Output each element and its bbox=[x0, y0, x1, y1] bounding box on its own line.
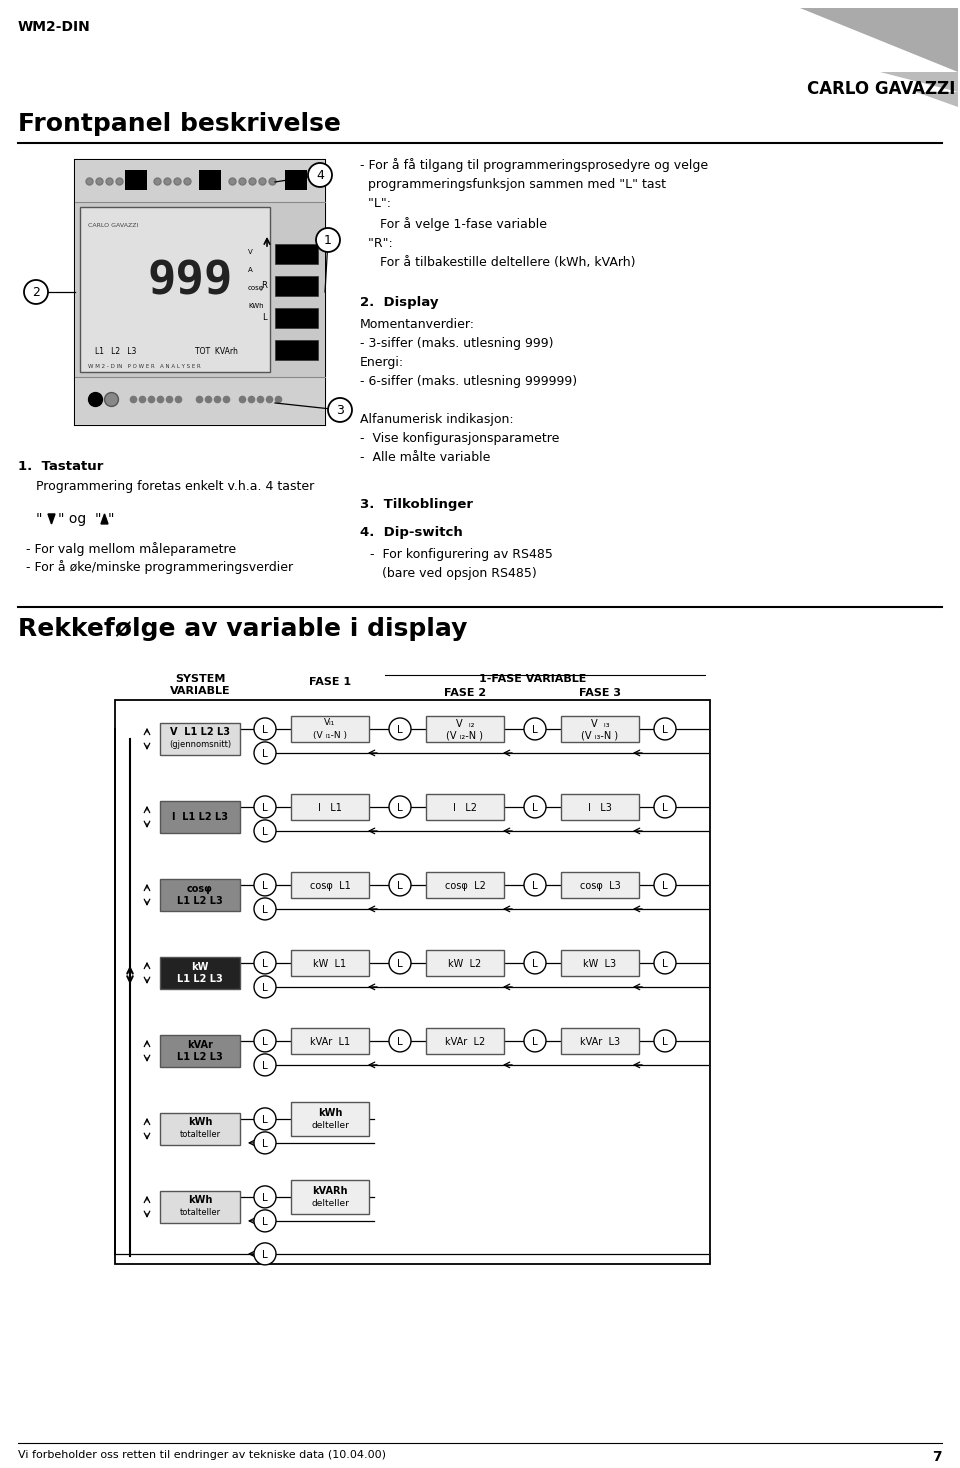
Circle shape bbox=[254, 741, 276, 763]
Bar bbox=[160, 1191, 240, 1223]
Circle shape bbox=[328, 398, 352, 421]
Circle shape bbox=[524, 951, 546, 973]
Text: L: L bbox=[662, 959, 668, 969]
Circle shape bbox=[389, 951, 411, 973]
Text: delteller: delteller bbox=[311, 1122, 348, 1130]
Text: cosφ
L1 L2 L3: cosφ L1 L2 L3 bbox=[178, 884, 223, 906]
Text: L: L bbox=[262, 1193, 268, 1202]
Text: L: L bbox=[262, 725, 268, 735]
Bar bbox=[199, 170, 221, 189]
Text: totalteller: totalteller bbox=[180, 1130, 221, 1139]
Polygon shape bbox=[800, 7, 958, 72]
Text: ": " bbox=[36, 512, 42, 526]
Text: L: L bbox=[397, 959, 403, 969]
Text: L: L bbox=[532, 881, 538, 891]
Text: L: L bbox=[662, 725, 668, 735]
Text: (V ₗ₁-N ): (V ₗ₁-N ) bbox=[313, 731, 347, 740]
Text: Rekkefølge av variable i display: Rekkefølge av variable i display bbox=[18, 617, 468, 642]
Bar bbox=[426, 1028, 504, 1054]
Text: L: L bbox=[262, 803, 268, 813]
Polygon shape bbox=[48, 514, 55, 524]
Circle shape bbox=[254, 1186, 276, 1208]
Text: L: L bbox=[262, 826, 268, 837]
Text: L: L bbox=[397, 1036, 403, 1047]
Text: - For å øke/minske programmeringsverdier: - For å øke/minske programmeringsverdier bbox=[26, 559, 293, 574]
Bar bbox=[561, 716, 639, 741]
Circle shape bbox=[389, 873, 411, 895]
Circle shape bbox=[654, 951, 676, 973]
Bar bbox=[426, 794, 504, 821]
Text: L: L bbox=[262, 1139, 268, 1149]
Text: 1-FASE VARIABLE: 1-FASE VARIABLE bbox=[479, 674, 587, 684]
Polygon shape bbox=[916, 92, 958, 107]
Bar bbox=[561, 1028, 639, 1054]
Circle shape bbox=[254, 1132, 276, 1154]
Bar bbox=[291, 950, 369, 976]
Text: L: L bbox=[262, 1036, 268, 1047]
Text: FASE 1: FASE 1 bbox=[309, 677, 351, 687]
Text: (gjennomsnitt): (gjennomsnitt) bbox=[169, 740, 231, 750]
Bar bbox=[75, 160, 325, 203]
Text: KWh: KWh bbox=[248, 302, 264, 308]
Bar bbox=[75, 160, 325, 424]
Text: Momentanverdier:
- 3-siffer (maks. utlesning 999)
Energi:
- 6-siffer (maks. utle: Momentanverdier: - 3-siffer (maks. utles… bbox=[360, 319, 577, 464]
Circle shape bbox=[524, 718, 546, 740]
Bar bbox=[275, 244, 318, 264]
Text: L: L bbox=[262, 1249, 268, 1260]
Text: CARLO GAVAZZI: CARLO GAVAZZI bbox=[88, 223, 138, 228]
Text: L: L bbox=[262, 1217, 268, 1227]
Bar bbox=[160, 879, 240, 912]
Bar bbox=[426, 950, 504, 976]
Text: kW  L2: kW L2 bbox=[448, 959, 482, 969]
Bar bbox=[125, 170, 147, 189]
Bar bbox=[291, 872, 369, 898]
Text: V: V bbox=[248, 250, 252, 255]
Text: I   L3: I L3 bbox=[588, 803, 612, 813]
Circle shape bbox=[254, 951, 276, 973]
Text: L: L bbox=[532, 1036, 538, 1047]
Circle shape bbox=[254, 1210, 276, 1232]
Bar bbox=[426, 872, 504, 898]
Text: " og  ": " og " bbox=[58, 512, 102, 526]
Bar bbox=[561, 950, 639, 976]
Bar bbox=[75, 203, 325, 377]
Circle shape bbox=[254, 1031, 276, 1053]
Text: L: L bbox=[262, 749, 268, 759]
Text: - For valg mellom måleparametre: - For valg mellom måleparametre bbox=[26, 542, 236, 556]
Circle shape bbox=[24, 280, 48, 304]
Text: 7: 7 bbox=[932, 1450, 942, 1464]
Text: - For å få tilgang til programmeringsprosedyre og velge
  programmeringsfunksjon: - For å få tilgang til programmeringspro… bbox=[360, 159, 708, 269]
Text: kVAr  L3: kVAr L3 bbox=[580, 1036, 620, 1047]
Bar bbox=[561, 872, 639, 898]
Text: FASE 2: FASE 2 bbox=[444, 688, 486, 697]
Text: I  L1 L2 L3: I L1 L2 L3 bbox=[172, 812, 228, 822]
Text: kVARh: kVARh bbox=[312, 1186, 348, 1196]
Text: L: L bbox=[262, 904, 268, 915]
Text: Frontpanel beskrivelse: Frontpanel beskrivelse bbox=[18, 112, 341, 137]
Text: 2.  Display: 2. Display bbox=[360, 297, 439, 308]
Text: L: L bbox=[397, 881, 403, 891]
Bar bbox=[160, 802, 240, 832]
Bar bbox=[561, 794, 639, 821]
Text: Programmering foretas enkelt v.h.a. 4 taster: Programmering foretas enkelt v.h.a. 4 ta… bbox=[36, 480, 314, 493]
Bar bbox=[75, 377, 325, 424]
Bar bbox=[291, 716, 369, 741]
Text: A: A bbox=[248, 267, 252, 273]
Text: TOT  KVArh: TOT KVArh bbox=[195, 346, 238, 355]
Text: 3: 3 bbox=[336, 405, 344, 417]
Bar bbox=[115, 700, 710, 1264]
Text: cosφ  L2: cosφ L2 bbox=[444, 881, 486, 891]
Bar bbox=[80, 207, 270, 371]
Text: 2: 2 bbox=[32, 286, 40, 299]
Bar bbox=[275, 276, 318, 297]
Bar bbox=[160, 1113, 240, 1145]
Circle shape bbox=[254, 796, 276, 818]
Text: Vₗ₁: Vₗ₁ bbox=[324, 718, 336, 728]
Text: L1   L2   L3: L1 L2 L3 bbox=[95, 346, 136, 355]
Text: L: L bbox=[262, 959, 268, 969]
Text: V  L1 L2 L3: V L1 L2 L3 bbox=[170, 727, 230, 737]
Text: L: L bbox=[662, 1036, 668, 1047]
Circle shape bbox=[254, 976, 276, 998]
Text: I   L2: I L2 bbox=[453, 803, 477, 813]
Circle shape bbox=[254, 1054, 276, 1076]
